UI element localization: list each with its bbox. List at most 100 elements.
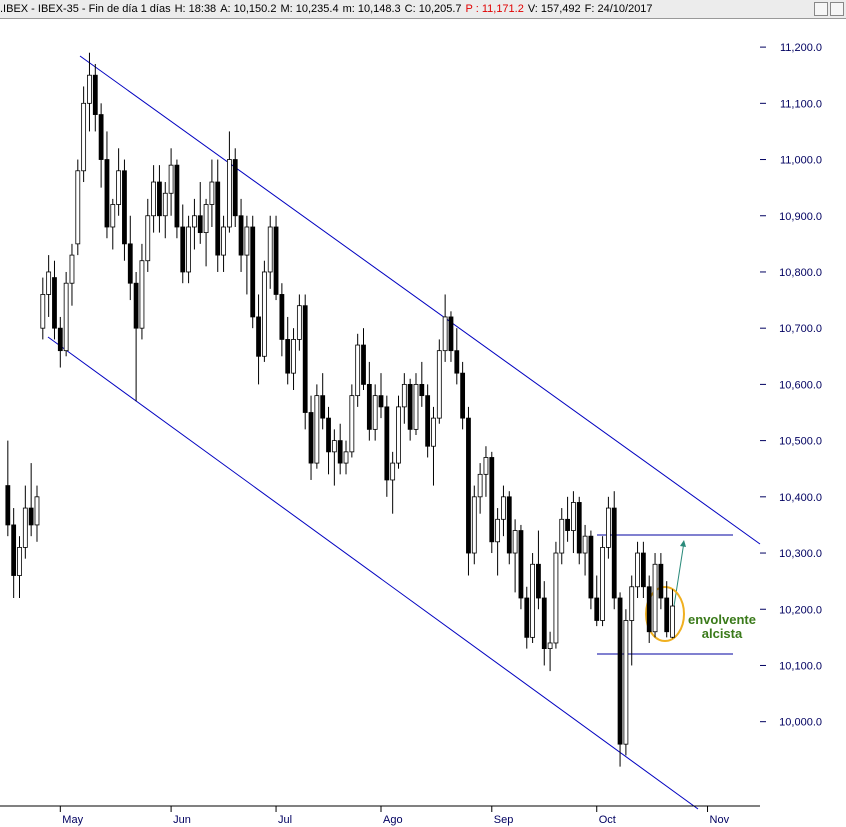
candle-body (541, 597, 547, 649)
button[interactable] (830, 2, 844, 16)
candle-body (221, 226, 226, 256)
candle-body (530, 563, 535, 638)
candle-body (623, 620, 629, 745)
candle-body (576, 502, 582, 554)
candle-body (162, 192, 168, 217)
candle-body (46, 271, 52, 295)
candle-body (331, 440, 337, 453)
candle-body (565, 518, 570, 531)
candle-body (17, 547, 22, 576)
candle-body (670, 605, 675, 638)
candle-body (122, 170, 127, 245)
y-tick-label: 11,000.0 (780, 155, 822, 167)
candle-body (366, 383, 372, 430)
candle-body (215, 181, 221, 256)
candle-body (250, 226, 256, 318)
candle-body (209, 181, 215, 205)
candle-body (361, 344, 366, 385)
window-buttons[interactable] (812, 2, 844, 18)
candle-body (483, 457, 489, 475)
annotation: alcista (702, 626, 743, 641)
candle-body (11, 524, 17, 576)
x-tick-label: Oct (599, 814, 616, 826)
x-tick-label: Jul (278, 814, 292, 826)
candle-body (384, 406, 390, 481)
candle-body (192, 215, 197, 228)
candle-body (524, 597, 530, 638)
candle-body (390, 462, 396, 481)
header-field: A: 10,150.2 (220, 3, 277, 15)
candle-body (308, 412, 314, 464)
candle-body (396, 406, 401, 464)
candle-body (203, 204, 209, 234)
highlight-circle (645, 586, 685, 642)
candle-body (320, 395, 326, 419)
candle-body (104, 159, 110, 228)
header-field: C: 10,205.7 (404, 3, 462, 15)
candle-body (442, 316, 448, 352)
header-field: .IBEX - IBEX-35 - Fin de día 1 días (0, 3, 171, 15)
candle-body (87, 74, 92, 104)
candle-body (518, 530, 524, 599)
candle-body (180, 226, 186, 273)
candle-body (448, 316, 454, 352)
candle-body (477, 473, 483, 498)
y-tick-label: 11,200.0 (780, 42, 822, 54)
button[interactable] (814, 2, 828, 16)
y-tick-label: 10,300.0 (779, 548, 822, 560)
y-tick-label: 10,900.0 (779, 211, 822, 223)
candle-body (98, 114, 104, 160)
candle-body (547, 642, 553, 650)
candle-body (186, 226, 191, 273)
candle-body (256, 316, 261, 357)
candle-body (34, 496, 40, 526)
candle-body (127, 243, 133, 284)
annotation: envolvente (688, 612, 756, 627)
candle-body (506, 496, 512, 554)
y-tick-label: 10,500.0 (779, 436, 822, 448)
candle-body (471, 496, 477, 554)
candle-body (536, 563, 541, 599)
candle-body (582, 535, 588, 554)
candle-body (157, 181, 162, 217)
candle-body (75, 170, 81, 245)
candle-body (559, 518, 565, 554)
candle-body (594, 597, 600, 621)
candle-body (139, 260, 145, 329)
y-tick-label: 10,700.0 (779, 323, 822, 335)
x-tick-label: Jun (173, 814, 191, 826)
candle-body (145, 215, 151, 262)
candle-body (501, 496, 506, 520)
y-tick-label: 11,100.0 (780, 98, 822, 110)
candle-body (460, 372, 466, 419)
candle-body (425, 395, 431, 447)
x-tick-label: May (62, 814, 83, 826)
header-field: P : 11,171.2 (465, 3, 524, 15)
candle-body (291, 339, 296, 374)
y-tick-label: 10,200.0 (779, 604, 822, 616)
candle-body (279, 294, 285, 340)
candle-body (588, 535, 594, 599)
x-tick-label: Sep (494, 814, 514, 826)
candle-body (431, 417, 436, 447)
candle-body (57, 327, 63, 352)
candle-body (285, 339, 291, 374)
candle-body (629, 586, 635, 621)
candle-body (401, 383, 407, 408)
candle-body (436, 350, 442, 419)
candle-body (454, 350, 460, 374)
candle-body (151, 181, 157, 217)
channel-upper (79, 55, 761, 545)
candle-body (512, 530, 518, 554)
candle-body (174, 164, 180, 228)
header-field: m: 10,148.3 (342, 3, 401, 15)
header-field: F: 24/10/2017 (584, 3, 653, 15)
candle-body (466, 417, 471, 554)
candle-body (495, 518, 501, 543)
header-field: H: 18:38 (174, 3, 217, 15)
candle-body (52, 277, 57, 329)
candle-body (652, 563, 658, 633)
arrow-head (680, 540, 686, 547)
x-tick-label: Nov (710, 814, 730, 826)
